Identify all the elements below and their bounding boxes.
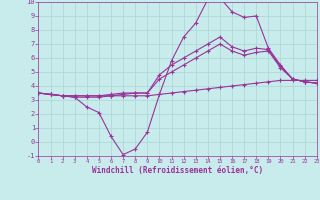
X-axis label: Windchill (Refroidissement éolien,°C): Windchill (Refroidissement éolien,°C) <box>92 166 263 175</box>
